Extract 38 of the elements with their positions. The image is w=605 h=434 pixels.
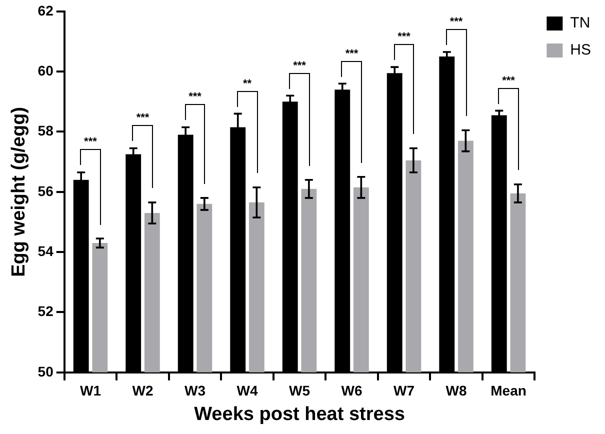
significance-bracket: *** <box>289 60 310 166</box>
significance-bracket: *** <box>446 16 467 116</box>
x-tick-label: W6 <box>341 382 362 399</box>
annotation: *** <box>396 31 412 44</box>
significance-bracket: *** <box>80 136 101 225</box>
y-axis-title: Egg weight (g/egg) <box>8 106 30 277</box>
annotation: *** <box>188 91 202 104</box>
y-tick-label: 56 <box>38 182 54 199</box>
significance-bracket: *** <box>184 91 206 184</box>
annotation: *** <box>448 16 464 28</box>
annotation: *** <box>135 112 150 124</box>
significance-bracket: *** <box>132 112 154 188</box>
x-tick-label: W5 <box>289 382 310 399</box>
annotation: *** <box>83 136 98 148</box>
annotation: *** <box>344 48 360 60</box>
annotation: *** <box>501 74 516 87</box>
x-tick-label: W2 <box>132 382 154 399</box>
legend-label: TN <box>570 14 590 32</box>
annotation: *** <box>292 60 307 72</box>
x-axis-title: Weeks post heat stress <box>194 404 405 425</box>
annotation: ** <box>242 78 253 90</box>
y-tick-label: 50 <box>38 363 54 380</box>
significance-bracket: *** <box>394 31 414 134</box>
x-tick-label: W7 <box>394 382 415 399</box>
x-tick-label: W8 <box>446 382 467 399</box>
significance-bracket: ** <box>236 78 258 174</box>
y-tick-label: 60 <box>38 62 54 78</box>
legend-label: HS <box>570 42 592 59</box>
y-tick-label: 62 <box>38 2 54 18</box>
y-tick-label: 52 <box>38 303 54 320</box>
x-tick-label: W4 <box>236 382 258 399</box>
x-tick-label: Mean <box>490 382 526 399</box>
y-tick-label: 58 <box>38 122 54 139</box>
y-tick-label: 54 <box>38 242 54 259</box>
x-tick-label: W1 <box>80 382 102 399</box>
significance-bracket: *** <box>498 74 519 170</box>
x-tick-label: W3 <box>184 382 206 399</box>
significance-bracket: *** <box>341 48 362 163</box>
